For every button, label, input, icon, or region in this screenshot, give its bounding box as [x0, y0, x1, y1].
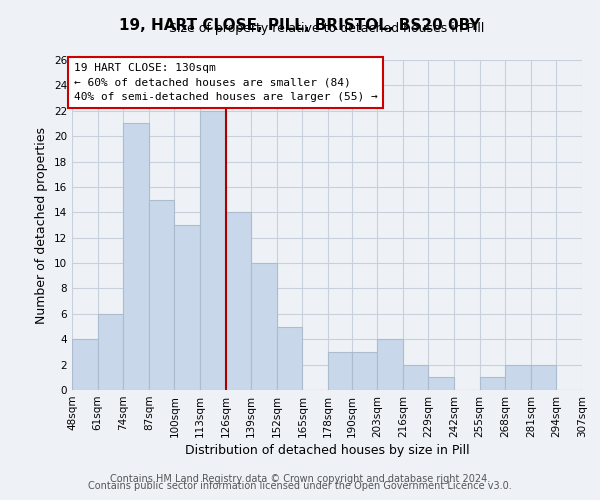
Bar [72, 339, 98, 390]
Title: Size of property relative to detached houses in Pill: Size of property relative to detached ho… [169, 22, 485, 35]
Text: 19 HART CLOSE: 130sqm
← 60% of detached houses are smaller (84)
40% of semi-deta: 19 HART CLOSE: 130sqm ← 60% of detached … [74, 62, 378, 102]
Bar [226, 212, 251, 390]
Bar [98, 314, 123, 390]
Bar [328, 352, 352, 390]
Bar [531, 364, 556, 390]
Bar [428, 378, 454, 390]
Text: Contains public sector information licensed under the Open Government Licence v3: Contains public sector information licen… [88, 481, 512, 491]
Text: 19, HART CLOSE, PILL, BRISTOL, BS20 0BY: 19, HART CLOSE, PILL, BRISTOL, BS20 0BY [119, 18, 481, 32]
Y-axis label: Number of detached properties: Number of detached properties [35, 126, 49, 324]
Bar [251, 263, 277, 390]
Bar [352, 352, 377, 390]
Bar [377, 339, 403, 390]
X-axis label: Distribution of detached houses by size in Pill: Distribution of detached houses by size … [185, 444, 469, 457]
Bar [403, 364, 428, 390]
Text: Contains HM Land Registry data © Crown copyright and database right 2024.: Contains HM Land Registry data © Crown c… [110, 474, 490, 484]
Bar [149, 200, 175, 390]
Bar [505, 364, 531, 390]
Bar [479, 378, 505, 390]
Bar [200, 111, 226, 390]
Bar [123, 124, 149, 390]
Bar [175, 225, 200, 390]
Bar [277, 326, 302, 390]
